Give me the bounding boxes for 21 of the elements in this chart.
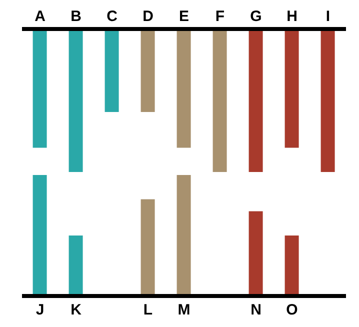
x-tick-label: L [143,302,153,319]
x-tick-label: F [215,8,225,25]
bar [284,236,299,296]
x-tick-label: D [142,8,154,25]
x-tick-label: M [178,302,190,319]
x-tick-label: G [250,8,262,25]
x-tick-label: O [286,302,298,319]
x-tick-label: I [326,8,330,25]
x-tick-label: H [286,8,298,25]
x-tick-label: A [34,8,46,25]
x-tick-label: N [250,302,262,319]
x-tick-label: K [70,302,82,319]
bar [176,175,191,296]
bar [32,175,47,296]
x-tick-label: C [106,8,118,25]
x-tick-label: E [178,8,190,25]
bar [68,236,83,296]
x-tick-label: B [70,8,82,25]
x-tick-label: J [36,302,44,319]
bar [140,199,155,296]
bar [248,211,263,296]
